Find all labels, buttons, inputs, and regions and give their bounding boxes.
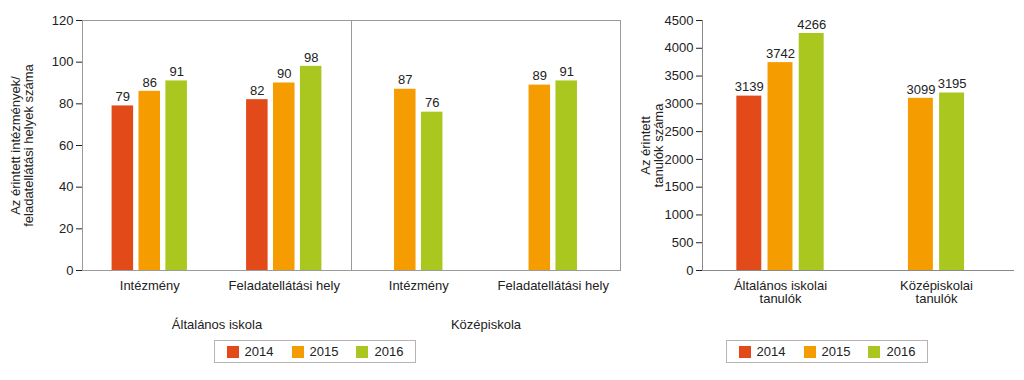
svg-text:76: 76	[425, 95, 439, 110]
svg-text:98: 98	[304, 49, 318, 64]
svg-text:3195: 3195	[938, 76, 967, 91]
svg-text:40: 40	[59, 179, 73, 194]
html-text:2014: 2014	[244, 344, 274, 359]
svg-text:500: 500	[672, 235, 694, 250]
svg-text:2500: 2500	[665, 124, 694, 139]
svg-text:4500: 4500	[665, 13, 694, 28]
svg-text:3099: 3099	[906, 81, 935, 96]
svg-text:Középiskolaitanulók: Középiskolaitanulók	[900, 278, 973, 306]
html-text:2014: 2014	[756, 344, 786, 359]
svg-text:Középiskola: Középiskola	[451, 317, 522, 332]
svg-text:3500: 3500	[665, 68, 694, 83]
svg-text:3742: 3742	[766, 46, 795, 61]
html-text:2016: 2016	[886, 344, 916, 359]
svg-text:1000: 1000	[665, 207, 694, 222]
svg-text:4266: 4266	[797, 17, 826, 32]
html-text:2015: 2015	[309, 344, 339, 359]
svg-text:Általános iskolaitanulók: Általános iskolaitanulók	[734, 278, 827, 306]
html-text:2015: 2015	[821, 344, 851, 359]
svg-text:2000: 2000	[665, 152, 694, 167]
svg-text:Az érintett intézmények/felada: Az érintett intézmények/feladatellátási …	[8, 63, 36, 226]
svg-text:0: 0	[66, 263, 73, 278]
svg-text:82: 82	[250, 83, 264, 98]
svg-text:Általános iskola: Általános iskola	[172, 317, 263, 332]
svg-text:Feladatellátási hely: Feladatellátási hely	[229, 278, 341, 293]
svg-text:80: 80	[59, 96, 73, 111]
svg-text:60: 60	[59, 138, 73, 153]
svg-text:Feladatellátási hely: Feladatellátási hely	[498, 278, 610, 293]
svg-text:Az érintetttanulók száma: Az érintetttanulók száma	[638, 103, 666, 188]
svg-text:20: 20	[59, 221, 73, 236]
svg-text:3000: 3000	[665, 96, 694, 111]
svg-text:86: 86	[143, 74, 157, 89]
svg-text:91: 91	[169, 64, 183, 79]
svg-text:90: 90	[277, 66, 291, 81]
svg-text:91: 91	[559, 64, 573, 79]
html-text:2016: 2016	[374, 344, 404, 359]
svg-text:120: 120	[52, 13, 74, 28]
svg-text:3139: 3139	[735, 79, 764, 94]
svg-text:87: 87	[398, 72, 412, 87]
svg-text:Intézmény: Intézmény	[120, 278, 180, 293]
svg-text:100: 100	[52, 54, 74, 69]
svg-text:79: 79	[116, 89, 130, 104]
svg-text:89: 89	[533, 68, 547, 83]
svg-text:0: 0	[686, 263, 693, 278]
svg-text:Intézmény: Intézmény	[389, 278, 449, 293]
svg-text:1500: 1500	[665, 179, 694, 194]
svg-text:4000: 4000	[665, 40, 694, 55]
